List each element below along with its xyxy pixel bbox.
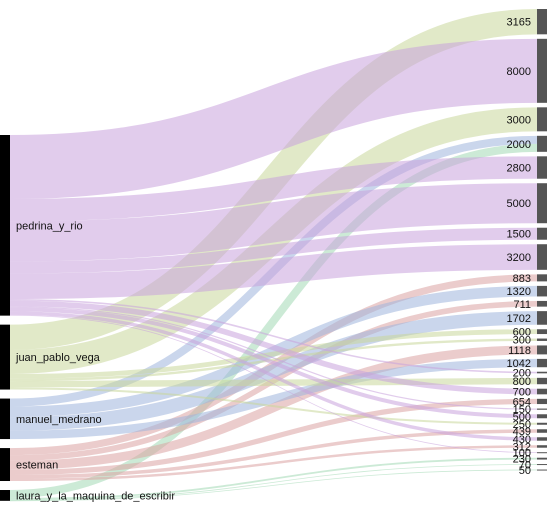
target-node-1118 — [537, 345, 547, 355]
target-node-250 — [537, 422, 547, 425]
target-node-312 — [537, 445, 547, 448]
link-pedrina-y-rio-to-200 — [9, 299, 538, 374]
target-node-100 — [537, 452, 547, 454]
link-laura-y-la-maquina-de-escribir-to-230 — [9, 457, 538, 500]
target-label-600: 600 — [513, 327, 531, 339]
target-label-500: 500 — [513, 411, 531, 423]
link-juan-pablo-vega-to-250 — [9, 387, 538, 425]
link-pedrina-y-rio-to-500 — [9, 307, 538, 419]
target-label-430: 430 — [513, 434, 531, 446]
target-label-1042: 1042 — [507, 358, 531, 370]
target-label-439: 439 — [513, 426, 531, 438]
link-pedrina-y-rio-to-430 — [9, 311, 538, 441]
target-label-654: 654 — [513, 396, 531, 408]
target-node-300 — [537, 338, 547, 341]
link-esteman-to-654 — [9, 398, 538, 475]
link-pedrina-y-rio-to-150 — [9, 306, 538, 410]
target-node-8000 — [537, 38, 547, 103]
target-node-5000 — [537, 183, 547, 224]
source-label-juan-pablo-vega: juan_pablo_vega — [15, 352, 101, 364]
target-node-883 — [537, 274, 547, 282]
target-label-800: 800 — [513, 376, 531, 388]
source-node-laura-y-la-maquina-de-escribir — [0, 490, 10, 501]
link-juan-pablo-vega-to-600 — [9, 329, 538, 379]
link-pedrina-y-rio-to-5000 — [9, 183, 538, 262]
target-label-711: 711 — [513, 299, 531, 311]
link-manuel-medrano-to-1042 — [9, 358, 538, 440]
target-node-711 — [537, 300, 547, 307]
sankey-links — [9, 9, 538, 502]
target-label-150: 150 — [513, 404, 531, 416]
link-esteman-to-312 — [9, 445, 538, 482]
target-label-312: 312 — [513, 441, 531, 453]
link-pedrina-y-rio-to-8000 — [9, 38, 538, 199]
target-node-1500 — [537, 227, 547, 240]
target-node-70 — [537, 464, 547, 466]
link-juan-pablo-vega-to-800 — [9, 377, 538, 388]
link-laura-y-la-maquina-de-escribir-to-70 — [9, 464, 538, 501]
target-label-1118: 1118 — [508, 345, 531, 357]
target-label-5000: 5000 — [507, 198, 531, 210]
target-label-3000: 3000 — [507, 114, 531, 126]
link-pedrina-y-rio-to-100 — [9, 314, 538, 454]
source-node-manuel-medrano — [0, 398, 10, 440]
target-node-3165 — [537, 9, 547, 35]
target-label-1320: 1320 — [507, 286, 531, 298]
source-node-pedrina-y-rio — [0, 135, 10, 316]
target-label-1500: 1500 — [507, 229, 531, 241]
target-label-200: 200 — [513, 368, 531, 380]
target-node-600 — [537, 329, 547, 335]
link-esteman-to-1118 — [9, 345, 538, 470]
target-label-883: 883 — [513, 273, 531, 285]
target-label-250: 250 — [513, 419, 531, 431]
source-node-juan-pablo-vega — [0, 324, 10, 390]
target-node-1042 — [537, 358, 547, 368]
source-node-esteman — [0, 448, 10, 482]
target-node-654 — [537, 398, 547, 405]
source-label-esteman: esteman — [16, 460, 58, 472]
target-label-70: 70 — [519, 460, 531, 472]
source-nodes: pedrina_y_rio juan_pablo_vega manuel_medra… — [0, 135, 175, 502]
link-pedrina-y-rio-to-700 — [9, 300, 538, 395]
target-label-8000: 8000 — [507, 66, 531, 78]
target-label-50: 50 — [519, 465, 531, 477]
target-node-500 — [537, 414, 547, 419]
target-label-230: 230 — [513, 454, 531, 466]
target-node-430 — [537, 437, 547, 441]
target-node-200 — [537, 371, 547, 374]
target-label-2000: 2000 — [507, 139, 531, 151]
target-node-1702 — [537, 311, 547, 325]
target-label-3165: 3165 — [507, 17, 531, 29]
target-node-700 — [537, 388, 547, 395]
target-node-2000 — [537, 135, 547, 152]
link-manuel-medrano-to-1702 — [9, 311, 538, 431]
link-pedrina-y-rio-to-2800 — [9, 156, 538, 222]
target-node-3000 — [537, 107, 547, 132]
target-label-300: 300 — [513, 335, 531, 347]
target-label-100: 100 — [513, 448, 531, 460]
target-label-3200: 3200 — [507, 252, 531, 264]
link-juan-pablo-vega-to-300 — [9, 338, 538, 382]
target-node-50 — [537, 469, 547, 471]
source-label-manuel-medrano: manuel_medrano — [16, 414, 102, 426]
target-node-439 — [537, 429, 547, 433]
target-label-1702: 1702 — [507, 313, 531, 325]
source-label-laura-y-la-maquina-de-escribir: laura_y_la_maquina_de_escribir — [16, 490, 175, 502]
target-node-3200 — [537, 244, 547, 270]
link-pedrina-y-rio-to-3200 — [9, 244, 538, 299]
target-node-800 — [537, 377, 547, 385]
link-manuel-medrano-to-1320 — [9, 285, 538, 418]
link-laura-y-la-maquina-de-escribir-to-50 — [9, 469, 538, 502]
source-label-pedrina-y-rio: pedrina_y_rio — [16, 220, 83, 232]
target-node-230 — [537, 457, 547, 460]
target-label-700: 700 — [513, 387, 531, 399]
target-node-1320 — [537, 285, 547, 297]
link-pedrina-y-rio-to-1500 — [9, 227, 538, 274]
target-nodes: 3165800030002000280050001500320088313207… — [507, 9, 547, 477]
target-label-2800: 2800 — [507, 163, 531, 175]
target-node-150 — [537, 408, 547, 410]
target-node-2800 — [537, 156, 547, 179]
